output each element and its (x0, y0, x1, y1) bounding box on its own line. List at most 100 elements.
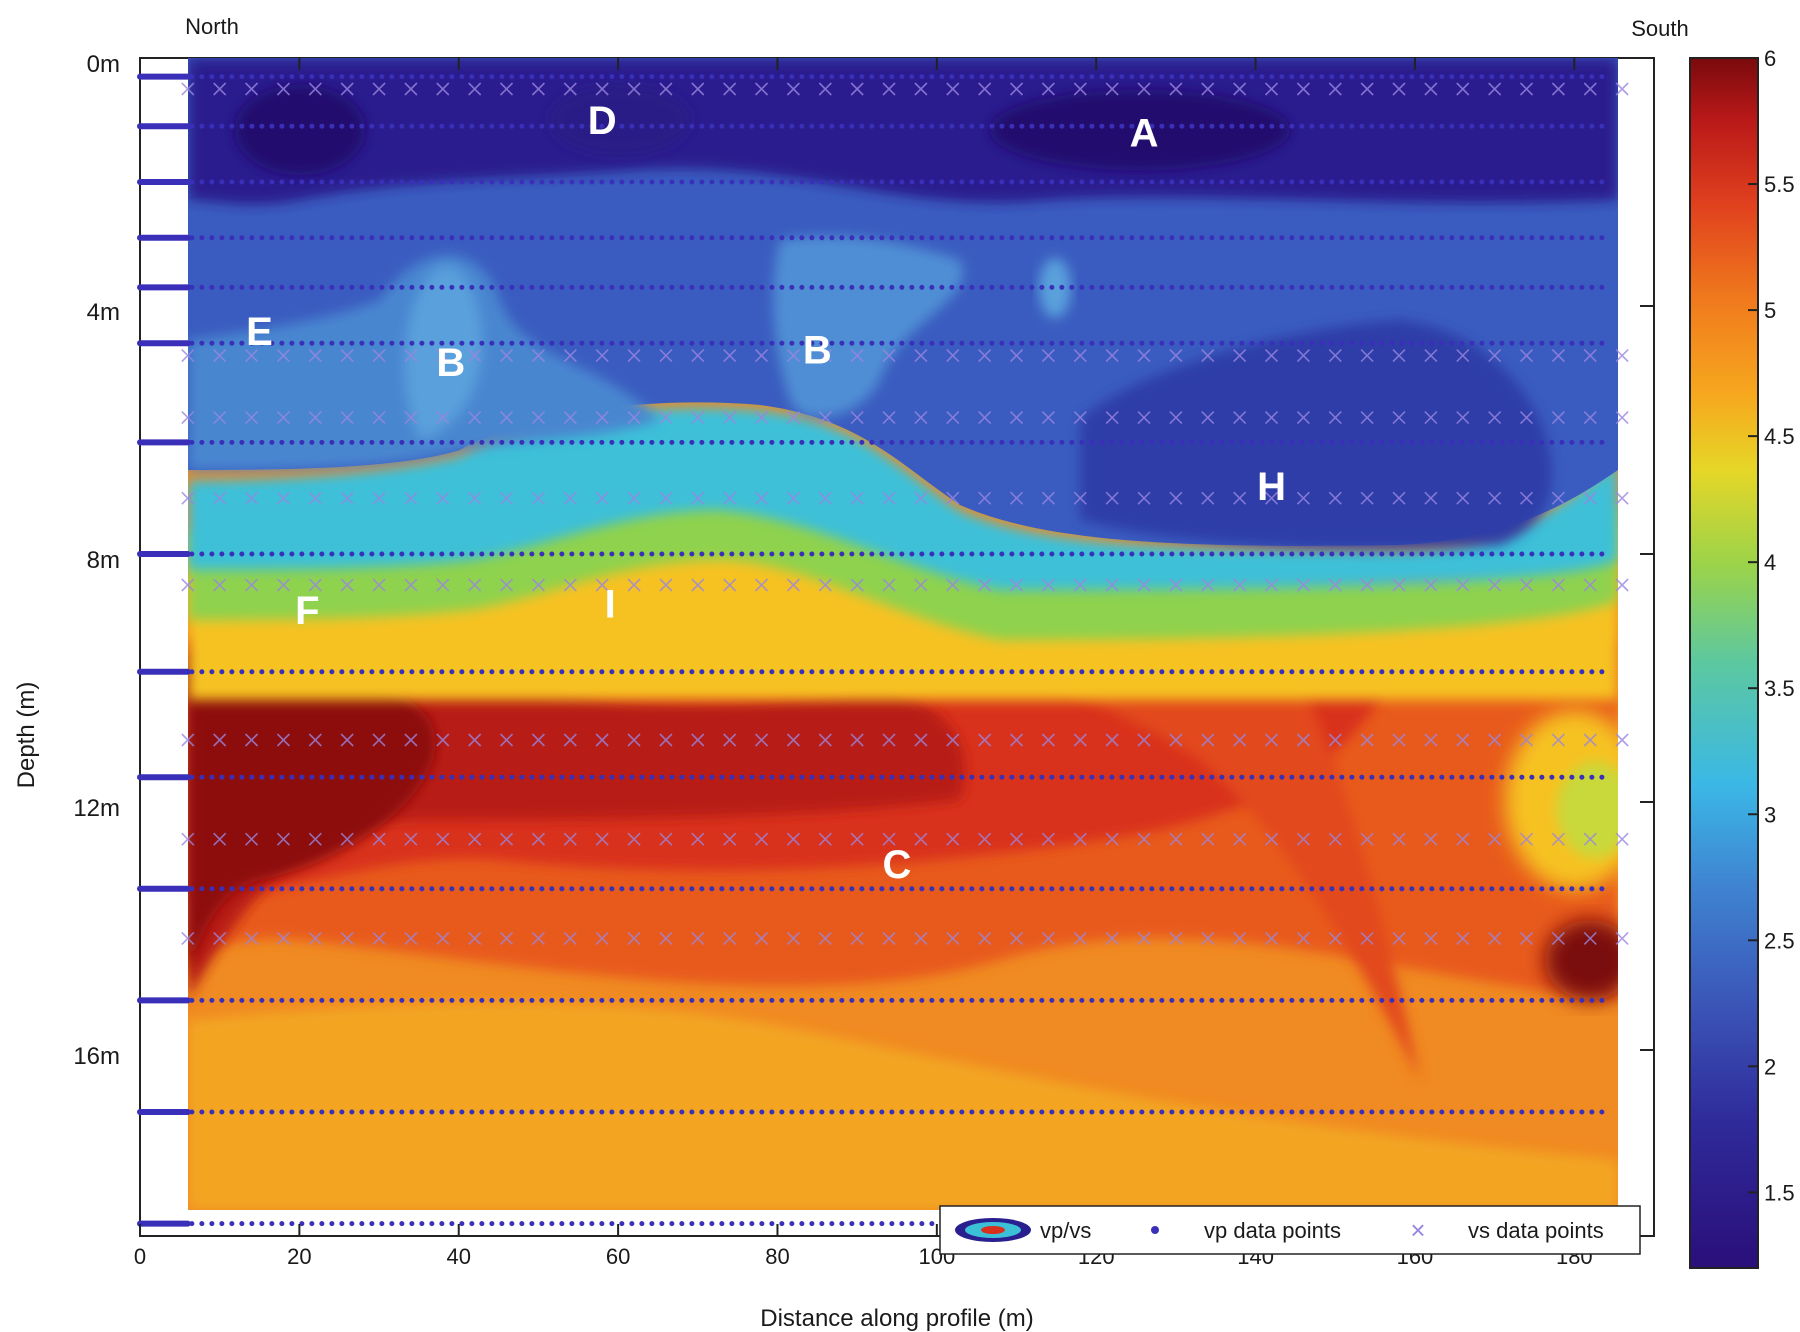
vs-point (468, 931, 482, 945)
vs-point (946, 491, 960, 505)
legend-vs: vs data points (1468, 1218, 1604, 1243)
vs-point (1073, 578, 1087, 592)
vs-point (1264, 832, 1279, 846)
vs-point (1009, 411, 1024, 425)
vs-point (404, 832, 418, 846)
vs-point (1551, 931, 1565, 945)
colorbar-tick-label-4: 4 (1764, 550, 1776, 575)
vs-point (340, 411, 354, 425)
vs-point (1137, 491, 1151, 505)
vs-point (1615, 491, 1629, 505)
vs-point (946, 832, 960, 846)
vs-point (563, 733, 577, 747)
vs-point (308, 832, 322, 846)
vs-point (1009, 491, 1024, 505)
vs-point (340, 578, 354, 592)
vs-point (882, 411, 896, 425)
vs-point (308, 931, 322, 945)
vs-row-3 (181, 491, 1629, 505)
vs-point (723, 491, 737, 505)
x-axis-label: Distance along profile (m) (760, 1305, 1033, 1332)
vs-point (531, 832, 545, 846)
vs-row-2 (181, 411, 1629, 425)
vs-point (946, 349, 960, 363)
vs-point (1009, 349, 1024, 363)
vs-point (531, 578, 545, 592)
vs-point (1615, 82, 1629, 96)
vs-point (404, 733, 418, 747)
legend: vp/vs vp data points × vs data points (939, 1205, 1641, 1255)
vs-point (786, 931, 800, 945)
vs-point (627, 931, 641, 945)
colorbar-gradient (1689, 57, 1759, 1269)
vs-point (1456, 832, 1470, 846)
vs-point (340, 733, 354, 747)
vs-point (882, 82, 896, 96)
vs-point (1105, 578, 1119, 592)
vs-point (978, 349, 992, 363)
vs-point (1583, 578, 1597, 592)
vs-point (1488, 931, 1502, 945)
vs-point (1488, 411, 1502, 425)
vs-point (691, 82, 705, 96)
vs-point (1105, 82, 1119, 96)
vs-point (1488, 578, 1502, 592)
vs-point (882, 578, 896, 592)
vs-point (1583, 491, 1597, 505)
vs-point (244, 491, 259, 505)
vs-point (372, 931, 386, 945)
y-axis-label: Depth (m) (13, 682, 40, 789)
vs-point (1615, 733, 1629, 747)
vs-point (404, 931, 418, 945)
vs-point (723, 349, 737, 363)
vs-point (1041, 733, 1055, 747)
vs-point (1360, 733, 1374, 747)
vs-point (1328, 349, 1342, 363)
vs-point (914, 491, 928, 505)
vp-legend-dot (1151, 1226, 1159, 1234)
vs-point (595, 82, 609, 96)
colorbar-ticks: 1.5 2 2.5 3 3.5 4 4.5 5 5.5 6 (1748, 46, 1795, 1205)
zone-label-E: E (246, 310, 273, 354)
vs-point (659, 349, 673, 363)
vs-point (1583, 832, 1597, 846)
vs-point (436, 491, 450, 505)
vs-point (1328, 411, 1342, 425)
vs-point (659, 411, 673, 425)
vs-point (244, 411, 259, 425)
vs-point (1137, 931, 1151, 945)
vs-point (1201, 733, 1215, 747)
vs-point (786, 832, 800, 846)
vs-point (754, 411, 769, 425)
vs-point (1456, 931, 1470, 945)
vs-point (1424, 931, 1438, 945)
vs-point (850, 931, 864, 945)
zone-label-I: I (605, 583, 616, 627)
vs-point (1264, 931, 1279, 945)
vs-point (1392, 832, 1406, 846)
vs-point (468, 349, 482, 363)
vs-point (436, 832, 450, 846)
vs-point (1360, 931, 1374, 945)
vs-point (244, 349, 259, 363)
vs-point (850, 491, 864, 505)
vs-point (1519, 578, 1534, 592)
vs-point (1201, 82, 1215, 96)
vs-point (595, 491, 609, 505)
vs-point (499, 733, 514, 747)
vs-point (786, 578, 800, 592)
vs-point (1519, 491, 1534, 505)
vs-point (1169, 491, 1183, 505)
vs-point (276, 349, 290, 363)
vs-point (1360, 578, 1374, 592)
vs-point (1456, 491, 1470, 505)
vs-point (850, 411, 864, 425)
vs-point (818, 349, 832, 363)
vs-point (754, 733, 769, 747)
vs-point (723, 733, 737, 747)
vs-point (723, 82, 737, 96)
vs-point (181, 491, 195, 505)
vs-point (308, 82, 322, 96)
vs-point (244, 82, 259, 96)
vs-point (213, 82, 227, 96)
